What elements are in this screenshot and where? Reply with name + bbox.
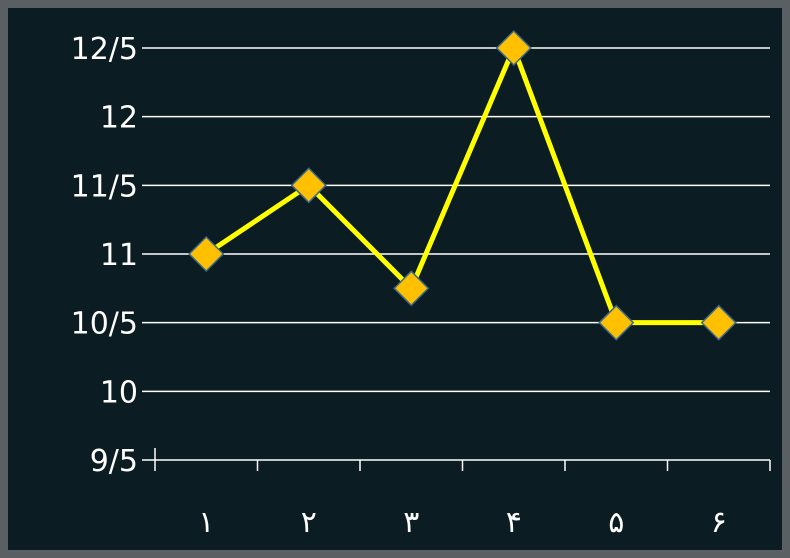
y-tick-label: 11/5: [71, 169, 138, 204]
x-tick-label: ۴: [506, 505, 522, 540]
x-tick-label: ۱: [198, 505, 214, 540]
y-tick-label: 10: [100, 375, 138, 410]
data-point-marker: [700, 304, 737, 341]
y-tick-label: 11: [100, 238, 138, 273]
data-point-marker: [495, 29, 532, 67]
data-point-marker: [290, 167, 327, 204]
data-point-marker: [598, 304, 635, 341]
x-axis-tick-labels: ۱ ۲ ۳ ۴ ۵ ۶: [198, 505, 727, 540]
x-tick-label: ۶: [711, 505, 727, 540]
y-tick-label: 9/5: [90, 444, 138, 479]
y-tick-label: 12: [100, 101, 138, 136]
y-tick-label: 12/5: [71, 32, 138, 67]
x-axis: [142, 448, 771, 471]
y-axis-tick-labels: 9/5 10 10/5 11 11/5 12 12/5: [71, 32, 138, 479]
series-markers: [188, 29, 737, 341]
y-tick-label: 10/5: [71, 307, 138, 342]
x-tick-label: ۳: [403, 505, 419, 540]
data-point-marker: [188, 235, 225, 273]
data-point-marker: [393, 270, 430, 307]
x-tick-label: ۵: [608, 505, 624, 540]
x-tick-label: ۲: [301, 505, 317, 540]
gridlines: [142, 47, 770, 393]
